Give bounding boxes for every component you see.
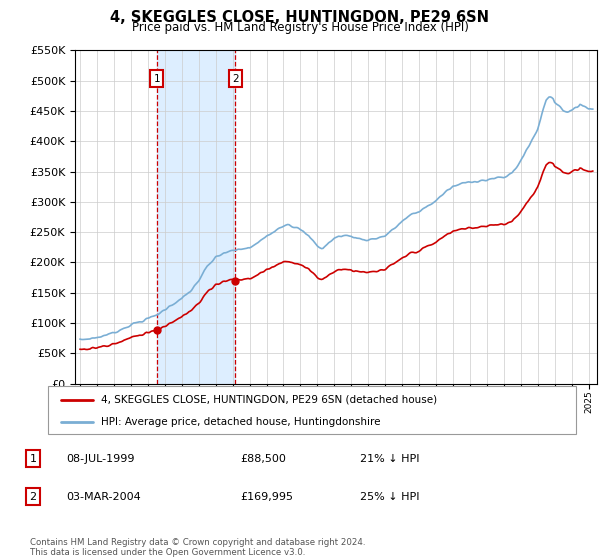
Text: 2: 2 [29, 492, 37, 502]
Text: 21% ↓ HPI: 21% ↓ HPI [360, 454, 419, 464]
Text: 1: 1 [154, 74, 160, 84]
Text: Contains HM Land Registry data © Crown copyright and database right 2024.
This d: Contains HM Land Registry data © Crown c… [30, 538, 365, 557]
Text: 08-JUL-1999: 08-JUL-1999 [66, 454, 134, 464]
FancyBboxPatch shape [48, 386, 576, 434]
Text: 1: 1 [29, 454, 37, 464]
Text: 25% ↓ HPI: 25% ↓ HPI [360, 492, 419, 502]
Text: 2: 2 [232, 74, 239, 84]
Bar [157, 50, 235, 384]
Text: 4, SKEGGLES CLOSE, HUNTINGDON, PE29 6SN (detached house): 4, SKEGGLES CLOSE, HUNTINGDON, PE29 6SN … [101, 395, 437, 405]
Text: 03-MAR-2004: 03-MAR-2004 [66, 492, 141, 502]
Text: HPI: Average price, detached house, Huntingdonshire: HPI: Average price, detached house, Hunt… [101, 417, 380, 427]
Text: £169,995: £169,995 [240, 492, 293, 502]
Text: Price paid vs. HM Land Registry's House Price Index (HPI): Price paid vs. HM Land Registry's House … [131, 21, 469, 34]
Text: £88,500: £88,500 [240, 454, 286, 464]
Text: 4, SKEGGLES CLOSE, HUNTINGDON, PE29 6SN: 4, SKEGGLES CLOSE, HUNTINGDON, PE29 6SN [110, 10, 490, 25]
